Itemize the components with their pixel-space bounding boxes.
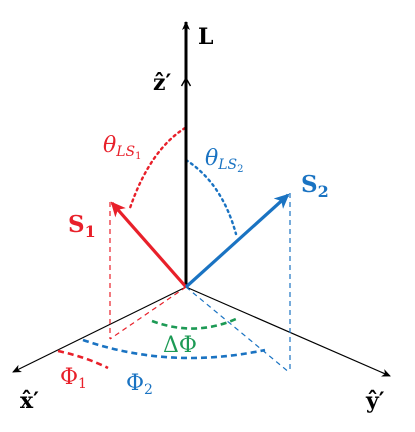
theta-ls1-sub: LS — [115, 144, 135, 160]
theta-ls1-label: θLS1 — [103, 133, 142, 162]
theta-ls1-main: θ — [103, 133, 116, 158]
s2-label: S2 — [301, 171, 329, 201]
s2-plane-projection — [185, 286, 291, 374]
theta1-arc — [128, 126, 187, 210]
s1-plane-projection — [109, 286, 187, 340]
phi2-arc — [82, 338, 266, 360]
theta-ls2-sub: LS — [217, 157, 237, 173]
s2-label-sub: 2 — [318, 182, 329, 201]
phi1-sub: 1 — [78, 376, 87, 392]
theta-ls1-subsub: 1 — [135, 151, 141, 162]
x-prime-label: x̂′ — [20, 388, 39, 414]
theta-ls2-label: θLS2 — [205, 146, 244, 175]
delta-phi-arc — [151, 317, 237, 330]
theta-ls2-subsub: 2 — [237, 164, 243, 175]
s2-vector — [184, 193, 290, 289]
z-axis-tick-arrow — [180, 76, 192, 87]
y-axis-line — [185, 286, 391, 377]
s2-label-main: S — [301, 171, 318, 198]
phi1-main: Φ — [60, 365, 78, 390]
theta-ls2-main: θ — [205, 146, 218, 171]
phi2-label: Φ2 — [126, 371, 153, 398]
phi1-arc — [57, 349, 109, 370]
l-label: L — [198, 24, 213, 50]
s1-label: S1 — [68, 211, 96, 241]
z-prime-label: ẑ′ — [153, 70, 171, 96]
x-axis-line — [12, 286, 187, 373]
y-prime-label: ŷ′ — [365, 388, 385, 414]
phi1-label: Φ1 — [60, 365, 87, 392]
phi2-sub: 2 — [144, 382, 153, 398]
theta2-arc — [184, 158, 238, 236]
phi2-main: Φ — [126, 371, 144, 396]
delta-phi-label: ΔΦ — [163, 333, 197, 358]
s1-label-sub: 1 — [85, 222, 96, 241]
s1-vector — [110, 201, 188, 289]
s1-label-main: S — [68, 211, 85, 238]
